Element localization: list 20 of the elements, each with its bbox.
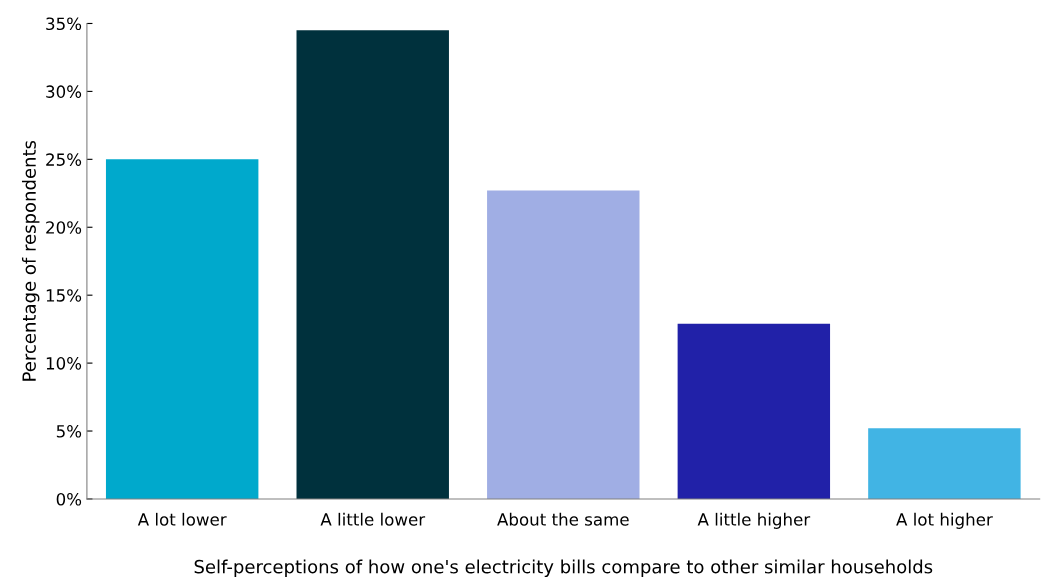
y-tick-label: 15% bbox=[46, 289, 82, 302]
bar bbox=[868, 428, 1021, 499]
bar bbox=[105, 159, 259, 499]
x-axis-title: Self-perceptions of how one's electricity bills compare to other similar households bbox=[194, 559, 933, 577]
bar bbox=[487, 190, 640, 499]
bar bbox=[677, 323, 831, 499]
y-tick-label: 10% bbox=[46, 357, 82, 370]
x-tick-label: A little lower bbox=[320, 512, 426, 526]
y-tick-label: 30% bbox=[46, 85, 82, 98]
y-axis-title: Percentage of respondents bbox=[21, 140, 40, 381]
bar bbox=[296, 30, 449, 499]
x-tick-label: A little higher bbox=[697, 512, 811, 529]
x-tick-label: A lot lower bbox=[137, 512, 227, 526]
x-tick-label: About the same bbox=[497, 512, 629, 526]
y-tick-label: 0% bbox=[56, 492, 82, 506]
y-tick-label: 35% bbox=[46, 17, 82, 31]
y-tick-label: 25% bbox=[46, 153, 82, 166]
x-tick-label: A lot higher bbox=[896, 512, 993, 529]
y-tick-label: 20% bbox=[46, 221, 82, 234]
y-tick-label: 5% bbox=[56, 424, 82, 438]
